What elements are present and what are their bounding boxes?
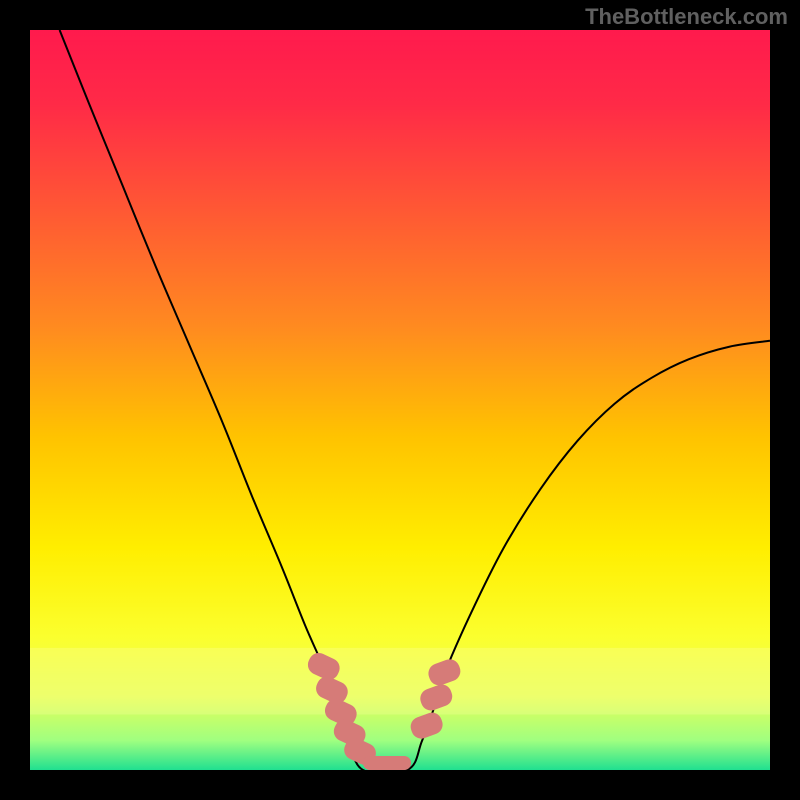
trough-floor-bar <box>363 756 411 770</box>
bottom-highlight-band <box>30 648 770 715</box>
bottleneck-chart <box>0 0 800 800</box>
chart-container: TheBottleneck.com <box>0 0 800 800</box>
